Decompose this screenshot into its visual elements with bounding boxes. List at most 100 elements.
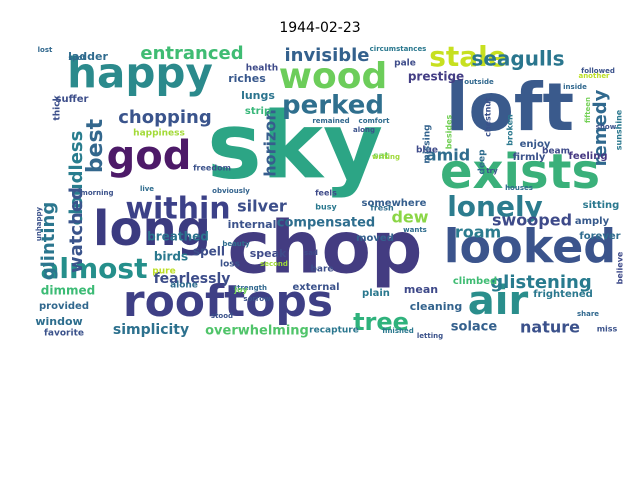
cloud-word: alone <box>170 281 198 291</box>
cloud-word: dimmed <box>41 284 95 298</box>
cloud-word: best <box>83 118 108 173</box>
cloud-word: amply <box>575 216 610 227</box>
cloud-word: entranced <box>140 43 243 64</box>
cloud-word: prestige <box>408 70 464 84</box>
cloud-word: sorrow <box>243 295 271 303</box>
cloud-word: feels <box>315 189 337 198</box>
cloud-word: show <box>596 123 617 131</box>
cloud-word: deep <box>478 149 488 175</box>
cloud-word: suffer <box>56 94 89 105</box>
cloud-word: birds <box>154 250 188 264</box>
cloud-word: chopping <box>118 107 212 128</box>
cloud-word: health <box>246 64 278 74</box>
cloud-word: remained <box>312 117 349 125</box>
cloud-word: amid <box>426 146 470 165</box>
cloud-word: second <box>260 260 288 268</box>
cloud-word: inside <box>563 83 587 91</box>
cloud-word: comfort <box>359 117 391 125</box>
cloud-word: lost <box>38 46 53 54</box>
cloud-word: mean <box>404 283 438 296</box>
cloud-word: happy <box>67 49 213 98</box>
cloud-word: glistening <box>490 272 591 293</box>
cloud-word: looked <box>444 220 616 274</box>
cloud-word: plain <box>362 288 390 299</box>
cloud-word: horizon <box>261 109 280 176</box>
cloud-word: lonely <box>447 190 543 223</box>
cloud-word: joy <box>233 286 248 295</box>
cloud-word: exists <box>440 144 600 200</box>
cloud-word: dew <box>391 208 428 227</box>
cloud-title: 1944-02-23 <box>279 20 361 36</box>
cloud-word: moved <box>356 233 394 244</box>
cloud-word: missing <box>423 124 433 163</box>
cloud-word: letting <box>417 332 443 340</box>
cloud-word: houses <box>505 184 533 192</box>
cloud-word: simplicity <box>113 322 189 338</box>
cloud-word: rooftops <box>123 276 333 327</box>
cloud-word: blue <box>416 146 438 156</box>
cloud-word: loft <box>446 69 574 146</box>
cloud-word: within <box>125 192 230 227</box>
cloud-word: happiness <box>133 129 185 139</box>
cloud-word: recapture <box>309 326 359 336</box>
cloud-word: swooped <box>492 211 572 230</box>
cloud-word: remedy <box>590 89 611 166</box>
cloud-word: stale <box>429 40 507 73</box>
cloud-word: nature <box>520 318 580 337</box>
cloud-word: seagulls <box>471 47 564 71</box>
cloud-word: invisible <box>284 45 369 66</box>
cloud-word: writing <box>372 153 400 161</box>
cloud-word: miss <box>597 325 618 334</box>
cloud-word: stood <box>211 312 233 320</box>
cloud-word: beauty <box>222 240 250 248</box>
cloud-word: god <box>107 133 192 179</box>
cloud-word: try <box>486 167 498 175</box>
cloud-word: sitting <box>583 200 620 211</box>
cloud-word: beam <box>542 147 570 157</box>
cloud-word: sad <box>304 249 318 257</box>
cloud-word: chestnut <box>484 97 493 137</box>
cloud-word: feeling <box>568 151 607 162</box>
cloud-word: broken <box>506 114 515 146</box>
cloud-word: believe <box>616 251 625 284</box>
cloud-word: morning <box>81 189 114 197</box>
cloud-word: watched <box>66 187 87 273</box>
cloud-word: circumstances <box>370 45 427 53</box>
cloud-word: firmly <box>513 152 546 163</box>
cloud-word: frightened <box>533 289 593 300</box>
cloud-word: spot <box>68 54 86 62</box>
cloud-word: strength <box>233 284 267 292</box>
cloud-word: cleaning <box>410 300 462 313</box>
cloud-word: unhappy <box>35 206 43 241</box>
cloud-word: sunshine <box>615 109 624 150</box>
cloud-word: busy <box>315 203 337 212</box>
cloud-word: another <box>578 72 610 80</box>
cloud-word: breathed <box>147 230 209 244</box>
cloud-word: wood <box>279 56 388 97</box>
cloud-word: almost <box>41 252 148 285</box>
cloud-word: wants <box>403 226 427 234</box>
cloud-word: lungs <box>241 89 275 102</box>
cloud-word: fresh <box>370 204 394 213</box>
cloud-word: enjoy <box>520 139 551 150</box>
cloud-word: long <box>93 201 211 257</box>
cloud-word: spell <box>193 245 225 259</box>
cloud-word: freedom <box>193 164 231 173</box>
cloud-word: ladder <box>68 50 108 63</box>
cloud-word: chop <box>228 206 423 290</box>
cloud-word: climbed <box>453 276 497 287</box>
cloud-word: share <box>577 310 599 318</box>
cloud-word: pure <box>152 267 175 277</box>
cloud-word: fearlessly <box>154 271 231 287</box>
cloud-word: live <box>140 185 154 193</box>
cloud-word: overwhelming <box>205 324 309 339</box>
cloud-word: riches <box>228 72 266 85</box>
cloud-word: sky <box>207 92 383 199</box>
cloud-word: external <box>292 282 339 293</box>
cloud-word: speak <box>250 247 287 260</box>
cloud-word: sat <box>373 152 389 162</box>
cloud-word: roam <box>455 223 501 242</box>
cloud-word: fifteen <box>584 97 592 123</box>
cloud-word: air <box>468 278 529 324</box>
